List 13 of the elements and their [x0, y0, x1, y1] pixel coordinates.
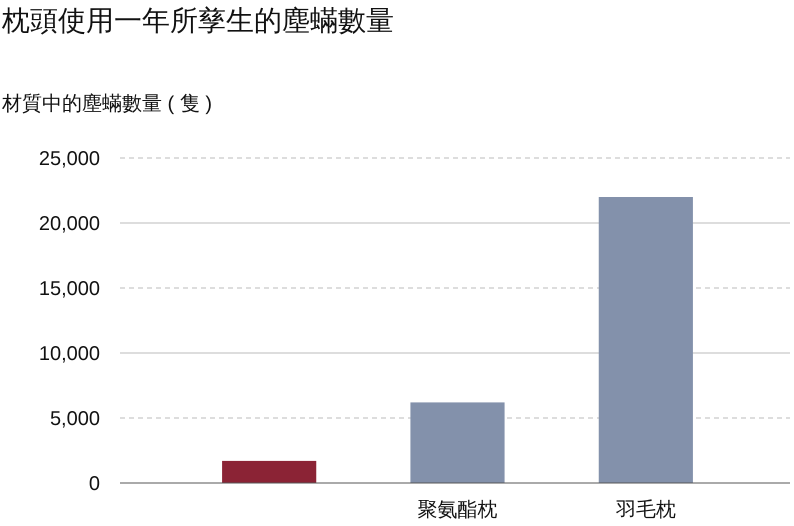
y-tick-label: 15,000 — [38, 278, 100, 300]
bar — [598, 197, 693, 483]
y-tick-label: 20,000 — [38, 213, 100, 235]
bar — [222, 460, 316, 483]
bar — [410, 402, 505, 483]
chart-title: 枕頭使用一年所孳生的塵蟎數量 — [1, 5, 394, 36]
x-tick-label: 羽毛枕 — [614, 499, 676, 521]
y-axis-title: 材質中的塵蟎數量 ( 隻 ) — [1, 93, 212, 115]
x-tick-label: 聚氨酯枕 — [418, 499, 498, 521]
y-tick-label: 25,000 — [38, 148, 100, 170]
y-tick-label: 10,000 — [38, 343, 100, 365]
y-tick-label: 0 — [88, 473, 100, 495]
y-tick-label: 5,000 — [50, 408, 100, 430]
